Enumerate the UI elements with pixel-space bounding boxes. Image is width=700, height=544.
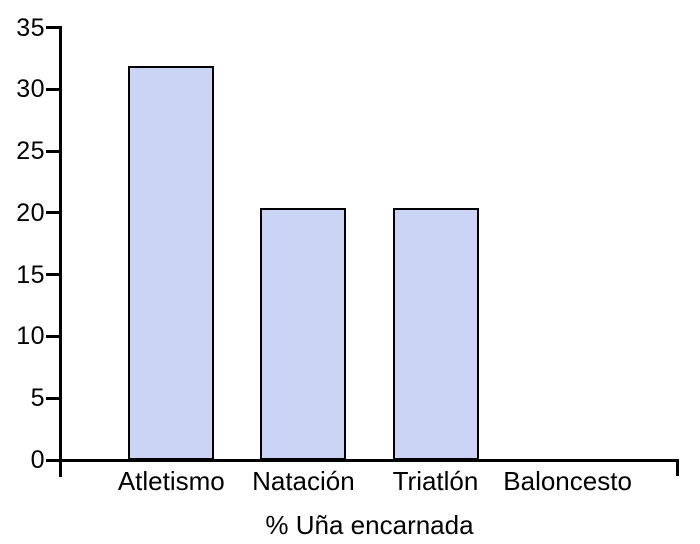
- y-tick-mark-10: [46, 334, 60, 338]
- y-tick-label-15: 15: [16, 260, 45, 289]
- y-tick-label-30: 30: [16, 75, 45, 104]
- category-label-natacion: Natación: [252, 466, 355, 496]
- y-tick-mark-20: [46, 211, 60, 215]
- y-tick-label-5: 5: [30, 384, 45, 413]
- category-label-atletismo: Atletismo: [117, 466, 225, 496]
- y-tick-mark-5: [46, 396, 60, 400]
- y-tick-label-0: 0: [30, 446, 45, 474]
- bar-triatlon: [392, 207, 479, 460]
- y-tick-label-20: 20: [16, 198, 45, 227]
- bar-natacion: [260, 207, 347, 460]
- y-tick-mark-30: [46, 87, 60, 91]
- category-label-baloncesto: Baloncesto: [503, 466, 632, 496]
- x-axis-title: % Uña encarnada: [265, 510, 474, 540]
- y-tick-label-10: 10: [16, 322, 45, 351]
- y-tick-mark-0: [46, 458, 60, 462]
- y-tick-mark-15: [46, 273, 60, 277]
- y-tick-label-35: 35: [16, 13, 45, 42]
- category-label-triatlon: Triatlón: [392, 466, 479, 496]
- x-axis-line: [46, 459, 679, 462]
- y-tick-mark-35: [46, 26, 60, 29]
- y-tick-label-25: 25: [16, 137, 45, 166]
- bar-atletismo: [128, 65, 215, 460]
- y-tick-mark-25: [46, 149, 60, 153]
- x-axis-end-tick: [676, 459, 679, 476]
- y-axis-line: [58, 26, 62, 477]
